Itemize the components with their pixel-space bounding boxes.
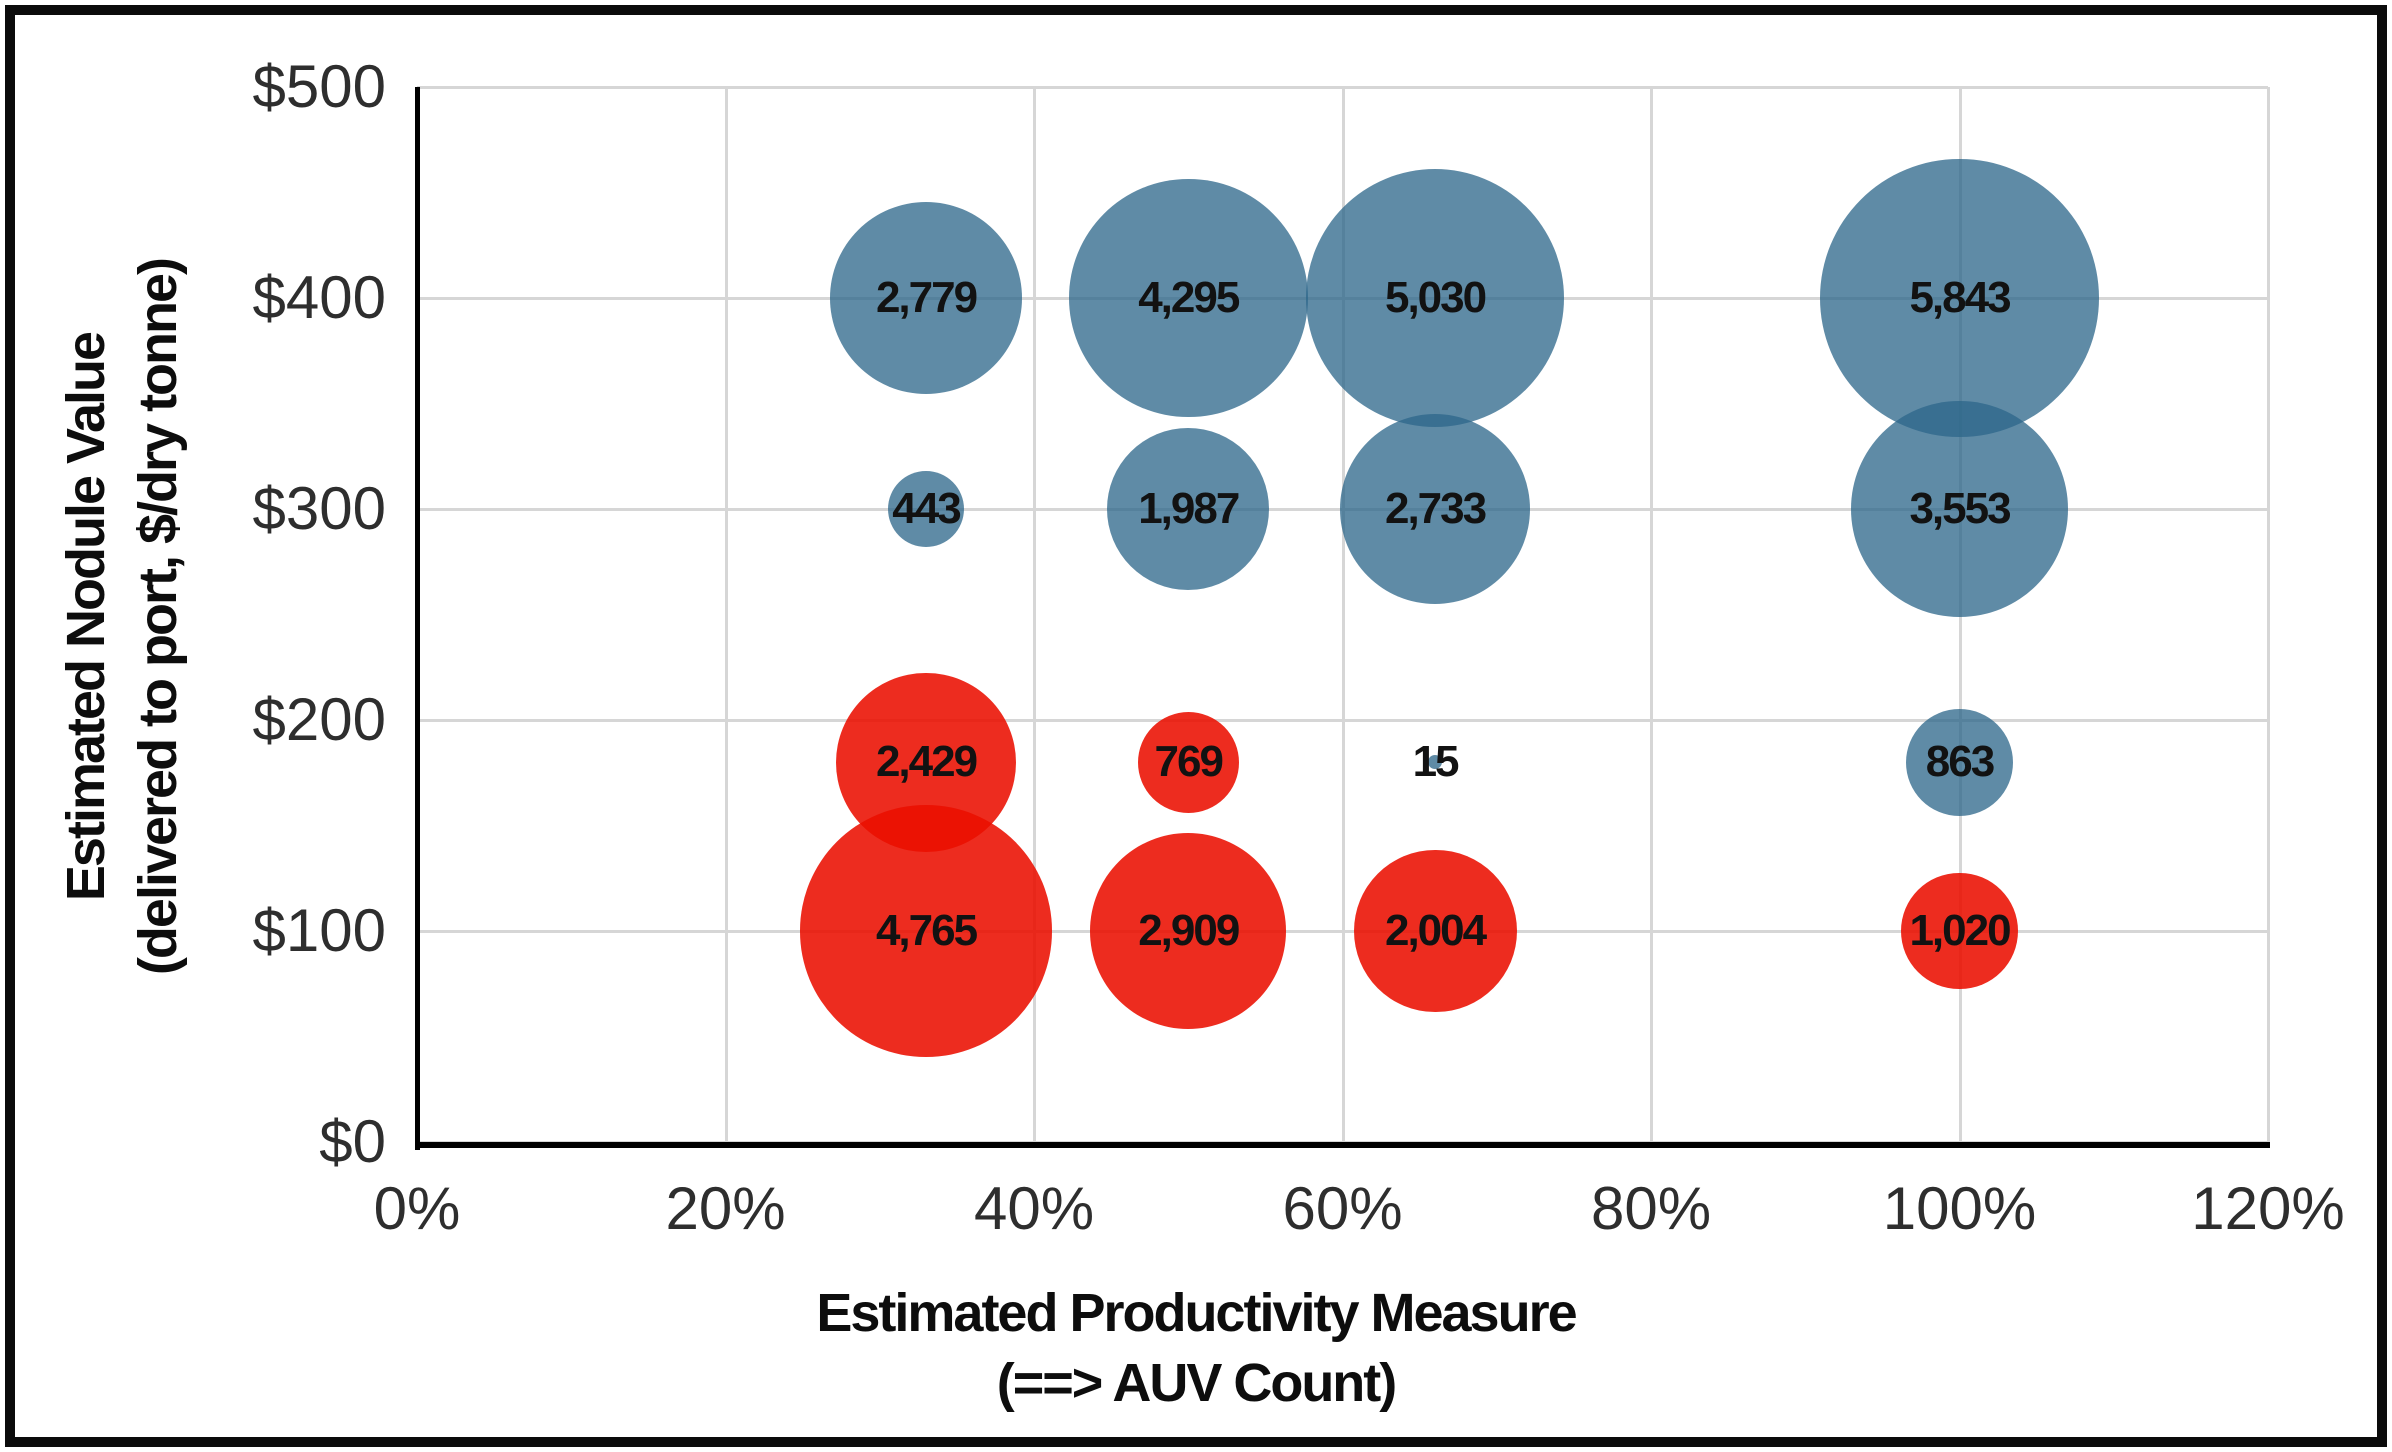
bubble-blue-3553 [1851,400,2068,618]
bubble-blue-1987 [1107,427,1270,591]
bubble-blue-5843 [1820,158,2099,438]
x-tick-label-20%: 20% [665,1175,786,1242]
x-tick-label-40%: 40% [973,1175,1095,1242]
bubble-blue-15 [1428,755,1443,770]
x-tick-label-100%: 100% [1882,1175,2037,1242]
bubble-value-label-4765: 4,765 [875,906,978,955]
bubble-red-4765 [800,805,1052,1057]
bubble-value-label-863: 863 [1925,737,1995,787]
bubble-value-label-2779: 2,779 [875,273,978,322]
bubble-value-label-4295: 4,295 [1138,273,1240,322]
x-axis-title-line1: Estimated Productivity Measure [816,1283,1577,1343]
y-tick-label-$400: $400 [252,264,386,331]
bubble-red-1020 [1901,872,2018,990]
bubble-value-label-15: 15 [1412,737,1460,787]
bubble-blue-5030 [1305,168,1565,428]
y-tick-label-$100: $100 [252,897,386,964]
bubble-blue-2733 [1339,413,1531,605]
v-gridline-60 [1341,87,1345,1142]
bubble-red-2004 [1353,849,1517,1013]
y-tick-label-$200: $200 [252,686,386,753]
x-axis-title-line2: (==> AUV Count) [996,1353,1398,1413]
v-gridline-80 [1650,87,1653,1142]
x-tick-label-0%: 0% [373,1175,461,1242]
bubble-value-label-5030: 5,030 [1384,273,1487,322]
bubble-value-label-2733: 2,733 [1384,484,1487,533]
bubble-value-label-3553: 3,553 [1909,484,2011,533]
bubble-value-label-5843: 5,843 [1909,273,2011,322]
bubble-value-label-1020: 1,020 [1909,906,2011,955]
v-gridline-120 [2267,87,2270,1142]
bubble-value-label-769: 769 [1154,737,1224,787]
y-axis-line [415,87,420,1150]
x-tick-label-60%: 60% [1282,1175,1403,1242]
x-axis-line [415,1142,2270,1148]
bubble-value-label-2429: 2,429 [875,737,978,787]
y-axis-title-line2: (delivered to port, $/dry tonne) [128,258,188,976]
bubble-value-label-1987: 1,987 [1138,484,1240,533]
bubble-red-2909 [1090,832,1287,1030]
bubble-value-label-443: 443 [892,484,961,533]
bubble-blue-2779 [830,202,1022,394]
v-gridline-40 [1033,87,1036,1142]
bubble-blue-863 [1906,708,2013,816]
x-tick-label-80%: 80% [1590,1175,1712,1242]
y-axis-title: Estimated Nodule Value (delivered to por… [50,87,200,1147]
y-axis-title-line1: Estimated Nodule Value [56,332,116,902]
bubble-blue-4295 [1068,178,1308,418]
bubble-blue-443 [887,470,965,548]
y-tick-label-$500: $500 [252,53,386,120]
v-gridline-20 [724,87,728,1142]
bubble-value-label-2004: 2,004 [1384,906,1487,955]
x-tick-label-120%: 120% [2191,1175,2345,1242]
y-tick-label-$0: $0 [319,1108,386,1175]
y-tick-label-$300: $300 [252,475,386,542]
bubble-value-label-2909: 2,909 [1138,906,1240,955]
bubble-red-769 [1137,711,1239,813]
